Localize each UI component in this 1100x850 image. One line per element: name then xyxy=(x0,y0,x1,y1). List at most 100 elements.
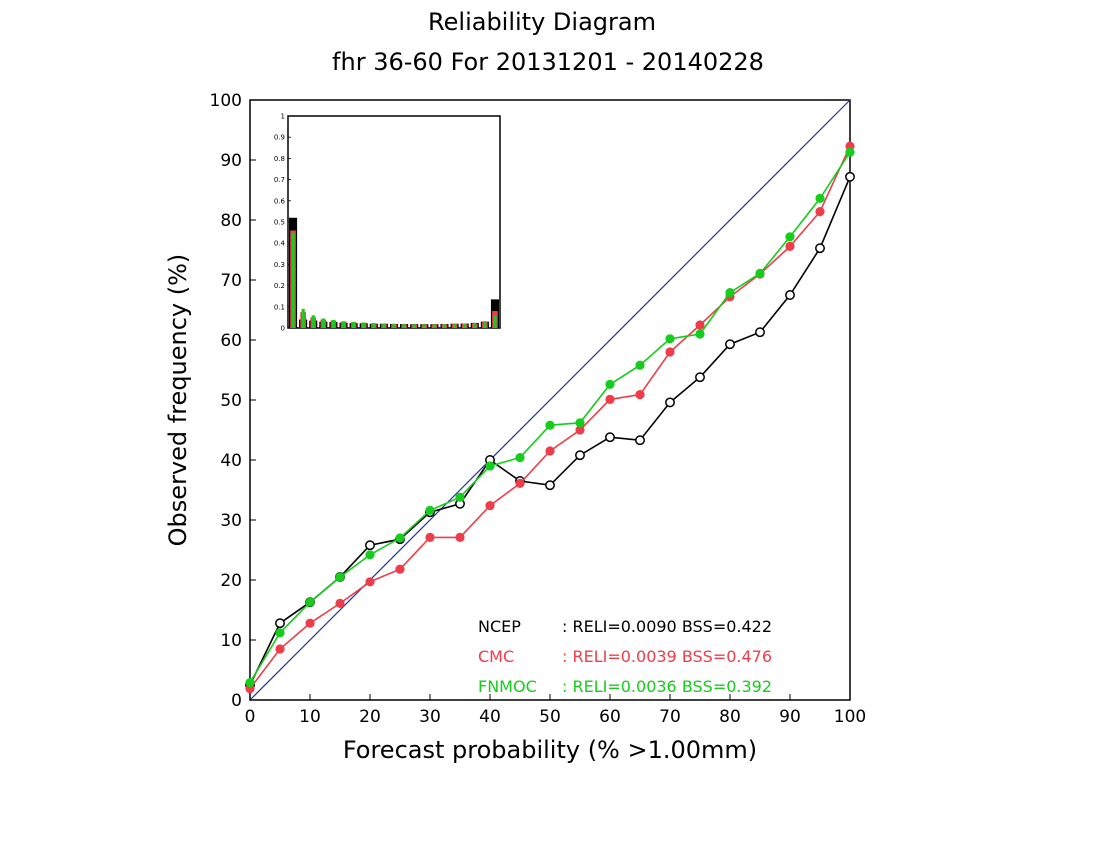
point-fnmoc xyxy=(335,572,345,582)
y-tick-label: 0 xyxy=(231,691,242,711)
inset-y-tick-label: 0.1 xyxy=(274,303,285,311)
inset-bar-fnmoc xyxy=(372,323,376,328)
y-tick-label: 60 xyxy=(220,331,242,351)
inset-y-tick-label: 0.7 xyxy=(274,176,285,184)
x-tick-label: 70 xyxy=(659,707,681,727)
point-cmc xyxy=(695,320,705,330)
point-fnmoc xyxy=(455,492,465,502)
x-axis: 0 10 20 30 40 50 60 70 80 90 100 xyxy=(245,694,866,727)
inset-bar-fnmoc xyxy=(341,321,346,328)
point-ncep xyxy=(725,339,735,350)
point-fnmoc xyxy=(485,461,495,471)
point-ncep xyxy=(695,372,705,383)
inset-bar-fnmoc xyxy=(311,315,315,328)
inset-y-axis: 0 0.1 0.2 0.3 0.4 0.5 0.6 0.7 0.8 0.9 1 xyxy=(274,113,291,333)
inset-histogram: 0 0.1 0.2 0.3 0.4 0.5 0.6 0.7 0.8 0.9 1 xyxy=(274,113,501,333)
inset-bar-fnmoc xyxy=(483,322,487,328)
inset-bars xyxy=(289,217,499,328)
point-cmc xyxy=(365,577,375,587)
inset-bar-fnmoc xyxy=(321,318,325,328)
point-fnmoc xyxy=(245,677,255,688)
point-cmc xyxy=(485,500,495,511)
inset-bar-fnmoc xyxy=(301,308,305,328)
x-tick-label: 50 xyxy=(539,707,561,727)
inset-bar-fnmoc xyxy=(432,324,436,328)
x-tick-label: 80 xyxy=(719,707,741,727)
inset-bar-fnmoc xyxy=(331,319,336,328)
point-fnmoc xyxy=(845,147,855,157)
y-tick-label: 30 xyxy=(220,511,242,531)
point-fnmoc xyxy=(605,379,615,389)
perfect-reliability-line xyxy=(249,99,851,701)
inset-y-tick-label: 0.4 xyxy=(274,240,286,248)
inset-y-tick-label: 0.3 xyxy=(274,261,285,269)
point-fnmoc xyxy=(785,232,795,242)
inset-bar-fnmoc xyxy=(452,323,457,328)
x-tick-label: 10 xyxy=(299,707,321,727)
inset-y-tick-label: 0 xyxy=(281,325,285,333)
point-ncep xyxy=(635,435,645,446)
legend-stats-cmc: : RELI=0.0039 BSS=0.476 xyxy=(562,647,772,666)
inset-bar-fnmoc xyxy=(291,232,295,328)
point-ncep xyxy=(845,171,855,182)
x-tick-label: 60 xyxy=(599,707,621,727)
point-cmc xyxy=(425,532,435,543)
legend: NCEP: RELI=0.0090 BSS=0.422 CMC: RELI=0.0… xyxy=(478,617,772,696)
point-fnmoc xyxy=(365,550,375,560)
point-fnmoc xyxy=(395,533,405,543)
inset-y-tick-label: 1 xyxy=(281,113,285,121)
inset-frame xyxy=(287,115,501,329)
point-fnmoc xyxy=(755,268,765,278)
point-ncep xyxy=(815,243,825,254)
point-ncep xyxy=(755,327,765,338)
point-ncep xyxy=(545,480,555,491)
point-fnmoc xyxy=(275,628,285,638)
point-fnmoc xyxy=(665,334,675,344)
point-cmc xyxy=(275,644,285,654)
y-tick-label: 10 xyxy=(220,631,242,651)
legend-name-fnmoc: FNMOC xyxy=(478,677,537,696)
inset-bar-fnmoc xyxy=(493,315,497,328)
x-tick-label: 100 xyxy=(834,707,866,727)
x-axis-label: Forecast probability (% >1.00mm) xyxy=(343,736,757,764)
point-cmc xyxy=(455,532,465,543)
x-tick-label: 40 xyxy=(479,707,501,727)
y-tick-label: 70 xyxy=(220,271,242,291)
point-cmc xyxy=(305,618,315,628)
inset-bar-fnmoc xyxy=(442,323,447,328)
y-axis-label: Observed frequency (%) xyxy=(164,254,192,547)
inset-y-tick-label: 0.5 xyxy=(274,219,285,227)
point-fnmoc xyxy=(515,452,525,463)
inset-bar-fnmoc xyxy=(382,323,386,328)
point-ncep xyxy=(575,450,585,461)
point-cmc xyxy=(665,347,675,357)
x-tick-label: 90 xyxy=(779,707,801,727)
point-ncep xyxy=(365,540,375,551)
legend-stats-fnmoc: : RELI=0.0036 BSS=0.392 xyxy=(562,677,772,696)
inset-bar-fnmoc xyxy=(352,322,356,328)
x-tick-label: 30 xyxy=(419,707,441,727)
y-tick-label: 80 xyxy=(220,211,242,231)
point-fnmoc xyxy=(815,193,825,203)
inset-bar-fnmoc xyxy=(362,322,366,328)
y-tick-label: 20 xyxy=(220,571,242,591)
chart-title: Reliability Diagram xyxy=(428,8,656,36)
point-ncep xyxy=(605,432,615,443)
point-cmc xyxy=(605,394,615,404)
x-tick-label: 20 xyxy=(359,707,381,727)
inset-bar-fnmoc xyxy=(463,323,467,328)
point-cmc xyxy=(635,389,645,400)
inset-bar-fnmoc xyxy=(392,323,396,328)
inset-y-tick-label: 0.6 xyxy=(274,197,286,205)
point-cmc xyxy=(335,598,345,609)
series-layer xyxy=(245,141,855,694)
y-tick-label: 90 xyxy=(220,151,242,171)
inset-bar-fnmoc xyxy=(412,324,416,328)
legend-name-cmc: CMC xyxy=(478,647,514,666)
y-tick-label: 100 xyxy=(210,91,242,111)
y-tick-label: 50 xyxy=(220,391,242,411)
x-tick-label: 0 xyxy=(245,707,256,727)
inset-y-tick-label: 0.8 xyxy=(274,155,285,163)
y-axis: 0 10 20 30 40 50 60 70 80 90 100 xyxy=(210,91,256,711)
inset-bar-fnmoc xyxy=(473,323,477,328)
